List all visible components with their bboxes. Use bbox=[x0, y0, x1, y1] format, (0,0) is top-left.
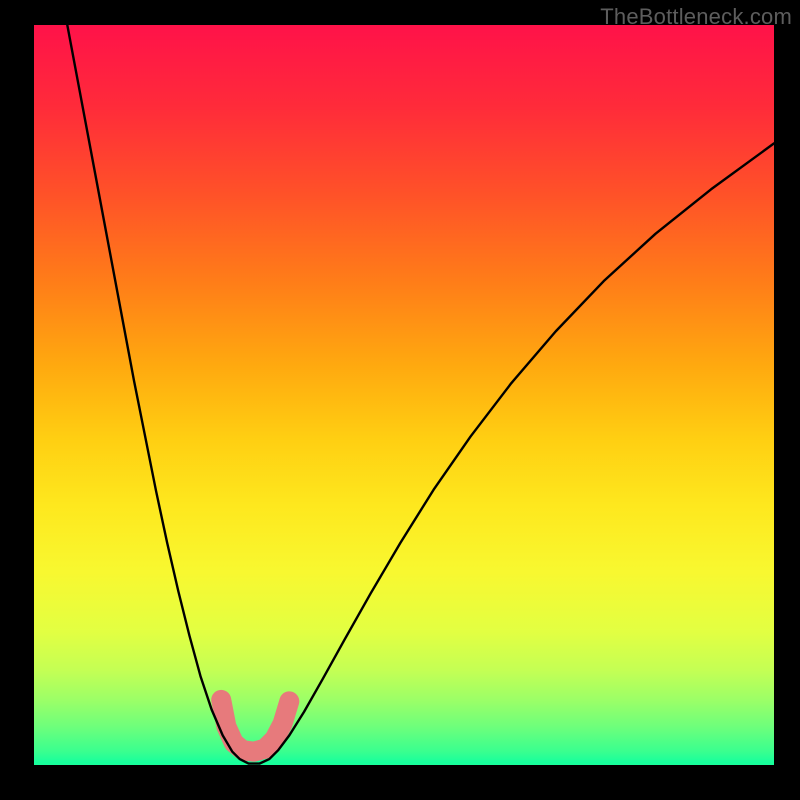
chart-frame: TheBottleneck.com bbox=[0, 0, 800, 800]
gradient-background bbox=[34, 25, 774, 765]
plot-area bbox=[34, 25, 774, 765]
bottleneck-chart bbox=[34, 25, 774, 765]
green-baseline bbox=[34, 762, 774, 765]
